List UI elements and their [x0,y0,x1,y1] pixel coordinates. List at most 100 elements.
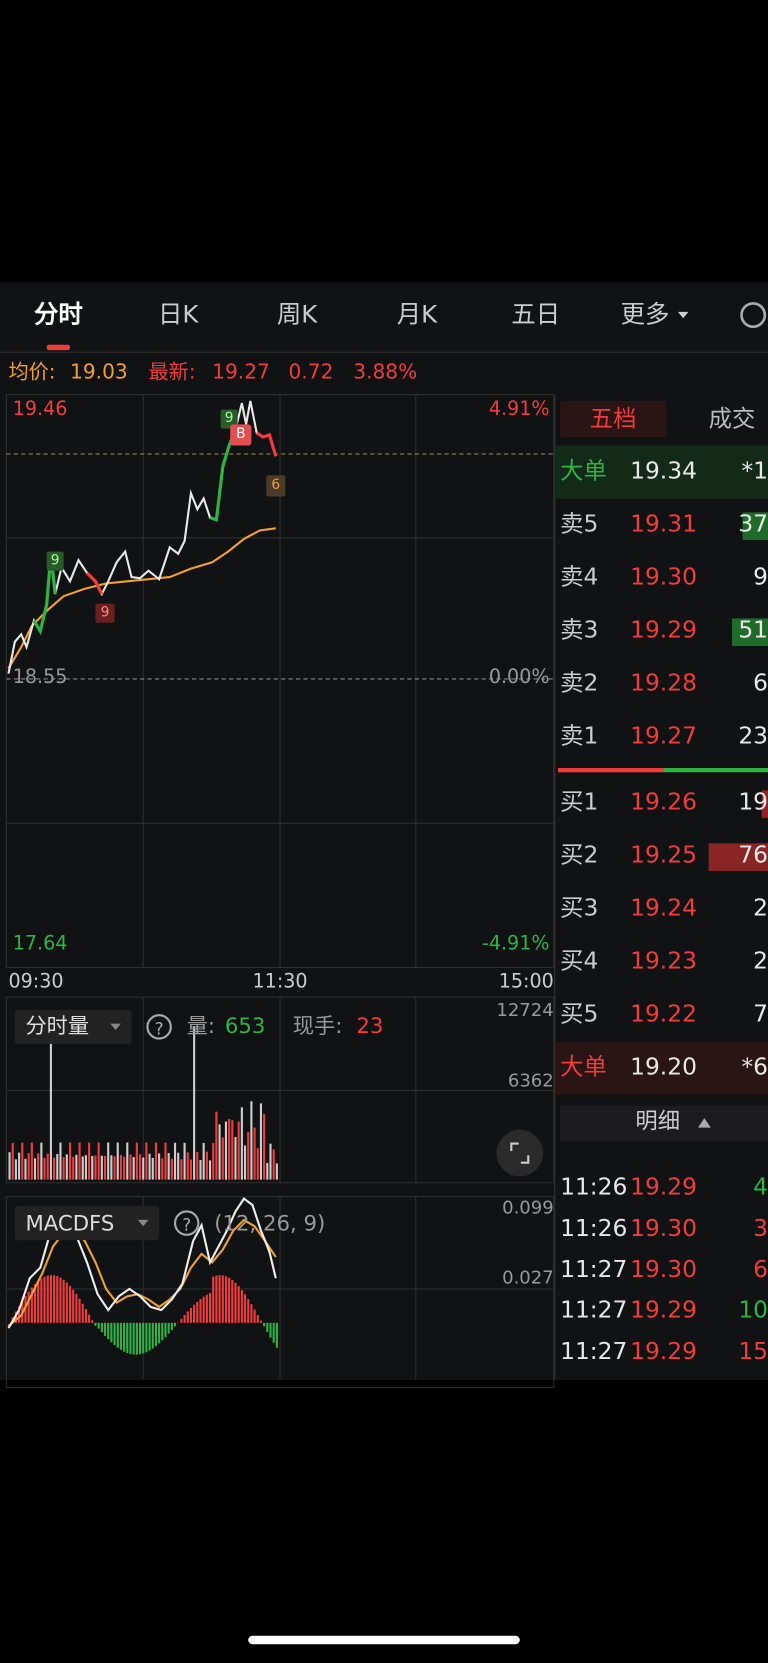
bar [272,1322,275,1343]
bar [68,1285,72,1323]
bar [18,1152,21,1180]
big-sell-bg [555,445,768,499]
marker-bg [230,424,252,446]
bar [142,1157,145,1180]
bar [224,1276,228,1323]
bar [100,1322,103,1333]
volume-selector[interactable] [14,1009,132,1044]
bar [119,1154,122,1180]
bar [212,1276,215,1323]
bar [40,1142,43,1180]
bar [116,1322,119,1348]
bar [240,1290,243,1323]
bar [145,1142,148,1180]
label: 37 [738,511,768,538]
bar [158,1322,161,1344]
bar [167,1322,170,1334]
label: 76 [738,842,768,869]
macd-selector[interactable] [14,1206,160,1241]
label: 11:27 [560,1297,628,1325]
tab[interactable]: 日K [158,301,199,329]
bar [84,1309,87,1323]
bar [189,1159,193,1180]
help-icon[interactable] [146,1014,172,1040]
marker: B [236,426,246,443]
bar [272,1149,275,1180]
bar [202,1142,205,1180]
tab[interactable]: 月K [396,301,438,329]
bar [59,1277,62,1323]
bar [234,1282,237,1323]
price-line-down [85,571,104,595]
label: 12724 [496,1000,554,1022]
bar [263,1114,266,1180]
bar [167,1153,170,1180]
bar [84,1155,87,1180]
fullscreen-button[interactable] [496,1129,544,1177]
bar [129,1154,132,1180]
bar [8,1152,11,1180]
tab[interactable]: 五日 [511,301,561,329]
bar [266,1162,269,1180]
bar [116,1142,119,1180]
marker-bg [220,409,238,429]
bar [266,1322,269,1332]
volume-bars [8,1025,278,1180]
label: 买3 [560,895,599,922]
bar [123,1322,126,1352]
bar [126,1142,129,1180]
label: 大单 [560,1054,607,1081]
bar [49,1025,52,1180]
bar [24,1158,27,1180]
label: 买2 [560,842,599,869]
bar [183,1142,186,1180]
bar [154,1322,157,1347]
marker-bg [46,551,64,571]
label: 19.31 [630,511,697,538]
tab[interactable]: 更多 [620,301,670,329]
bar [243,1145,247,1180]
label: 9 [753,564,768,591]
bar [135,1142,138,1180]
bar [49,1275,52,1323]
label: 买5 [560,1001,599,1028]
detail-arrow [698,1118,711,1128]
label: 19.22 [630,1001,697,1028]
bar [56,1154,59,1180]
bar [259,1103,263,1180]
tab[interactable]: 五档 [589,406,637,433]
more-arrow [677,311,689,319]
settings-icon[interactable] [740,302,767,329]
qty-bar [761,790,768,818]
home-indicator [248,1635,520,1645]
bar [81,1303,84,1323]
bar [224,1121,228,1180]
bar [231,1279,234,1323]
qty-bar [742,512,768,540]
bar [53,1157,56,1180]
qty-bar [731,618,768,647]
tab[interactable]: 成交 [708,406,756,433]
label: 23 [356,1013,384,1039]
bar [180,1159,183,1180]
tab[interactable]: 分时 [33,301,83,329]
bar [135,1322,138,1355]
label: 6 [753,670,768,697]
label: 17.64 [12,932,68,955]
help-icon[interactable] [173,1210,200,1236]
bar [221,1275,224,1323]
bar [33,1158,37,1180]
bar [247,1132,250,1180]
bar [196,1301,199,1323]
label: 卖5 [560,511,599,538]
marker: 9 [224,410,234,427]
tab-active-bg [560,400,667,438]
tab[interactable]: 周K [276,301,318,329]
label: *6 [741,1054,768,1081]
label: 19.23 [630,948,697,975]
label: 卖4 [560,564,599,591]
bar [154,1142,157,1180]
label: 19.29 [630,617,697,644]
bar [234,1137,237,1180]
